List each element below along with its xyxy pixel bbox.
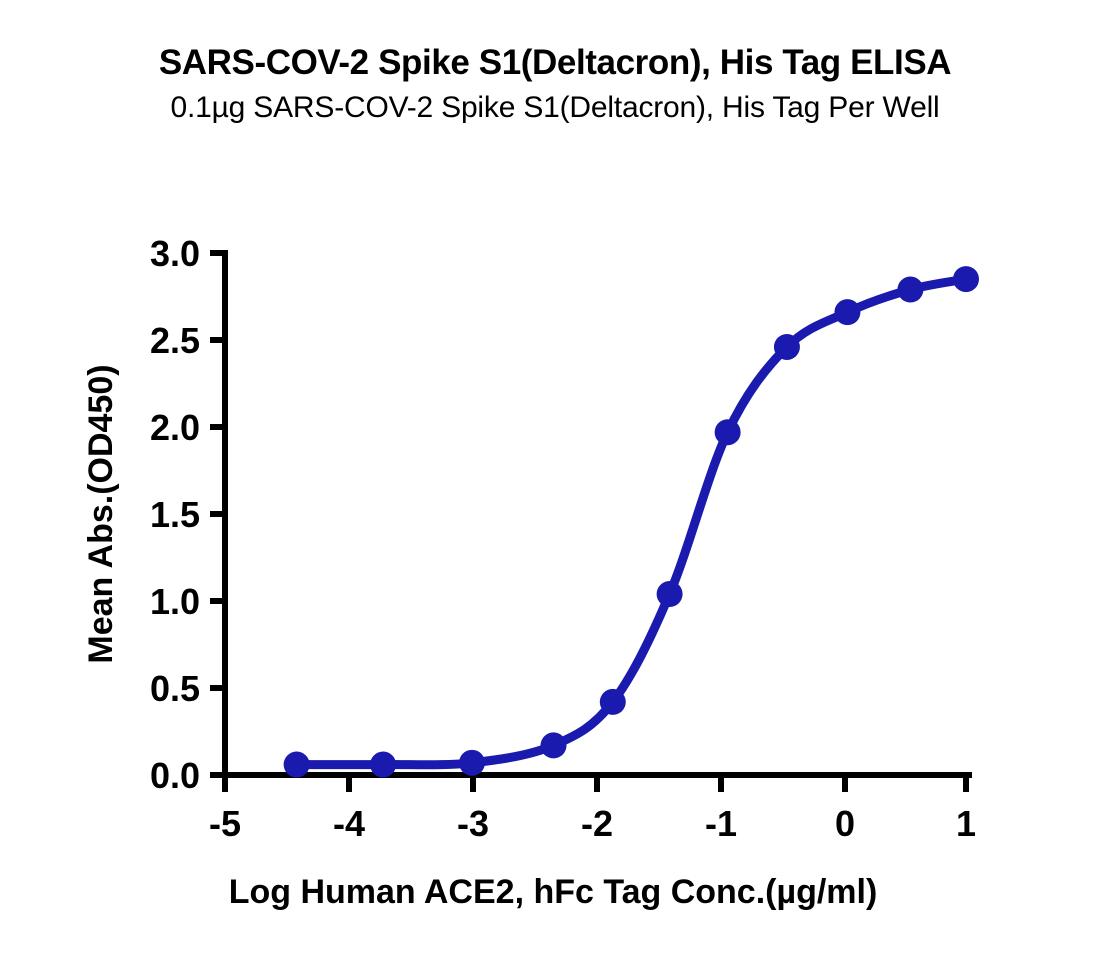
- data-point: [714, 419, 741, 446]
- y-tick-label-1: 0.5: [150, 668, 200, 709]
- x-tick-label-3: -2: [581, 803, 613, 844]
- y-tick-label-3: 1.5: [150, 494, 200, 535]
- data-point: [897, 276, 924, 303]
- y-axis-ticks: 0.0 0.5 1.0 1.5 2.0 2.5 3.0: [150, 233, 225, 796]
- x-tick-label-5: 0: [835, 803, 855, 844]
- x-tick-label-4: -1: [705, 803, 737, 844]
- data-point: [459, 749, 485, 776]
- data-point: [540, 732, 567, 759]
- y-tick-label-0: 0.0: [150, 755, 200, 796]
- data-point: [370, 751, 397, 778]
- x-axis-title: Log Human ACE2, hFc Tag Conc.(µg/ml): [229, 873, 878, 911]
- data-point: [773, 333, 800, 360]
- x-tick-label-0: -5: [209, 803, 241, 844]
- data-point: [834, 299, 861, 326]
- data-point: [953, 266, 979, 293]
- x-tick-label-6: 1: [956, 803, 976, 844]
- y-axis-title: Mean Abs.(OD450): [82, 364, 120, 663]
- y-tick-label-5: 2.5: [150, 320, 200, 361]
- chart-subtitle: 0.1µg SARS-COV-2 Spike S1(Deltacron), Hi…: [170, 91, 940, 124]
- data-point: [599, 688, 626, 715]
- data-point: [656, 581, 683, 608]
- x-axis-ticks: -5 -4 -3 -2 -1 0 1: [209, 775, 976, 844]
- data-point: [283, 751, 310, 778]
- title-block: SARS-COV-2 Spike S1(Deltacron), His Tag …: [0, 42, 1110, 128]
- data-markers-series-0: [283, 266, 979, 778]
- y-tick-label-6: 3.0: [150, 233, 200, 274]
- x-tick-label-2: -3: [457, 803, 489, 844]
- x-tick-label-1: -4: [333, 803, 365, 844]
- page-title: SARS-COV-2 Spike S1(Deltacron), His Tag …: [158, 43, 952, 82]
- data-curve-series-0: [292, 274, 971, 770]
- y-tick-label-2: 1.0: [150, 581, 200, 622]
- y-tick-label-4: 2.0: [150, 407, 200, 448]
